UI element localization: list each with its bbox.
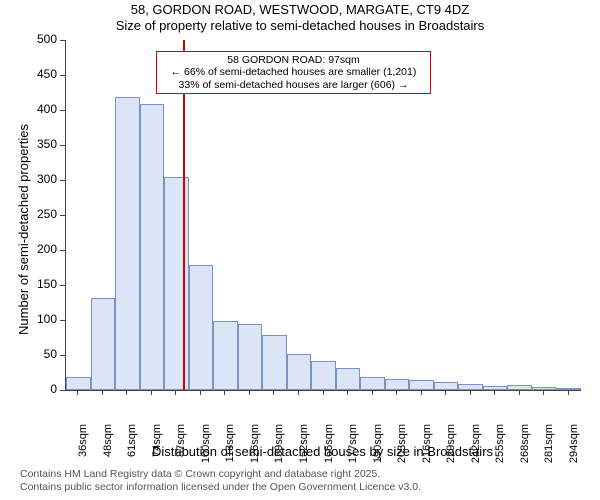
y-tick-mark — [60, 320, 65, 321]
chart-container: 58, GORDON ROAD, WESTWOOD, MARGATE, CT9 … — [0, 0, 600, 500]
plot-area: 58 GORDON ROAD: 97sqm← 66% of semi-detac… — [65, 40, 581, 391]
x-tick-mark — [396, 390, 397, 395]
title-line1: 58, GORDON ROAD, WESTWOOD, MARGATE, CT9 … — [0, 2, 600, 18]
histogram-bar — [311, 361, 336, 390]
y-tick-label: 0 — [17, 382, 57, 396]
x-tick-label: 294sqm — [568, 424, 580, 468]
x-tick-mark — [77, 390, 78, 395]
x-tick-label: 139sqm — [273, 424, 285, 468]
footer-line-1: Contains HM Land Registry data © Crown c… — [0, 468, 600, 481]
x-tick-mark — [151, 390, 152, 395]
y-tick-mark — [60, 145, 65, 146]
y-tick-label: 50 — [17, 347, 57, 361]
y-tick-label: 200 — [17, 242, 57, 256]
y-tick-mark — [60, 180, 65, 181]
x-tick-label: 242sqm — [470, 424, 482, 468]
y-axis-label: Number of semi-detached properties — [16, 124, 31, 335]
annotation-line-1: 58 GORDON ROAD: 97sqm — [161, 54, 426, 67]
x-tick-label: 190sqm — [372, 424, 384, 468]
y-tick-label: 450 — [17, 67, 57, 81]
x-tick-mark — [543, 390, 544, 395]
title-line2: Size of property relative to semi-detach… — [0, 18, 600, 34]
x-tick-mark — [323, 390, 324, 395]
x-tick-label: 165sqm — [323, 424, 335, 468]
x-tick-label: 255sqm — [494, 424, 506, 468]
y-tick-label: 250 — [17, 207, 57, 221]
x-tick-mark — [470, 390, 471, 395]
footer: Contains HM Land Registry data © Crown c… — [0, 468, 600, 494]
histogram-bar — [409, 380, 434, 390]
x-tick-mark — [298, 390, 299, 395]
histogram-bar — [434, 382, 459, 390]
histogram-bar — [238, 324, 263, 390]
x-tick-label: 216sqm — [421, 424, 433, 468]
annotation-box: 58 GORDON ROAD: 97sqm← 66% of semi-detac… — [156, 51, 431, 95]
x-tick-mark — [175, 390, 176, 395]
x-tick-mark — [347, 390, 348, 395]
x-tick-mark — [445, 390, 446, 395]
histogram-bar — [360, 377, 385, 390]
x-tick-label: 36sqm — [77, 424, 89, 468]
x-tick-mark — [519, 390, 520, 395]
histogram-bar — [213, 321, 238, 390]
histogram-bar — [140, 104, 165, 390]
annotation-line-3: 33% of semi-detached houses are larger (… — [161, 79, 426, 92]
histogram-bar — [262, 335, 287, 390]
x-tick-mark — [568, 390, 569, 395]
y-tick-mark — [60, 285, 65, 286]
histogram-bar — [91, 298, 116, 390]
histogram-bar — [189, 265, 214, 390]
footer-line-2: Contains public sector information licen… — [0, 481, 600, 494]
y-tick-mark — [60, 355, 65, 356]
title-block: 58, GORDON ROAD, WESTWOOD, MARGATE, CT9 … — [0, 2, 600, 33]
x-tick-label: 74sqm — [151, 424, 163, 468]
histogram-bar — [385, 379, 410, 390]
x-tick-mark — [273, 390, 274, 395]
x-tick-label: 152sqm — [298, 424, 310, 468]
x-tick-label: 113sqm — [224, 424, 236, 468]
x-tick-label: 61sqm — [126, 424, 138, 468]
y-tick-label: 500 — [17, 32, 57, 46]
y-tick-label: 300 — [17, 172, 57, 186]
histogram-bar — [287, 354, 312, 390]
x-tick-label: 177sqm — [347, 424, 359, 468]
x-tick-mark — [224, 390, 225, 395]
y-tick-label: 350 — [17, 137, 57, 151]
x-tick-mark — [421, 390, 422, 395]
y-tick-mark — [60, 250, 65, 251]
x-tick-mark — [126, 390, 127, 395]
x-tick-label: 281sqm — [543, 424, 555, 468]
histogram-bar — [115, 97, 140, 390]
y-tick-mark — [60, 75, 65, 76]
y-tick-mark — [60, 215, 65, 216]
x-tick-mark — [372, 390, 373, 395]
y-tick-label: 100 — [17, 312, 57, 326]
x-tick-label: 268sqm — [519, 424, 531, 468]
x-tick-label: 100sqm — [200, 424, 212, 468]
x-tick-label: 48sqm — [102, 424, 114, 468]
x-tick-label: 229sqm — [445, 424, 457, 468]
y-tick-mark — [60, 390, 65, 391]
annotation-line-2: ← 66% of semi-detached houses are smalle… — [161, 66, 426, 79]
x-tick-label: 126sqm — [249, 424, 261, 468]
x-tick-mark — [249, 390, 250, 395]
x-tick-label: 87sqm — [175, 424, 187, 468]
x-tick-label: 203sqm — [396, 424, 408, 468]
y-tick-label: 400 — [17, 102, 57, 116]
y-tick-mark — [60, 110, 65, 111]
histogram-bar — [66, 377, 91, 390]
y-tick-label: 150 — [17, 277, 57, 291]
x-tick-mark — [102, 390, 103, 395]
histogram-bar — [336, 368, 361, 390]
x-tick-mark — [200, 390, 201, 395]
x-tick-mark — [494, 390, 495, 395]
y-tick-mark — [60, 40, 65, 41]
